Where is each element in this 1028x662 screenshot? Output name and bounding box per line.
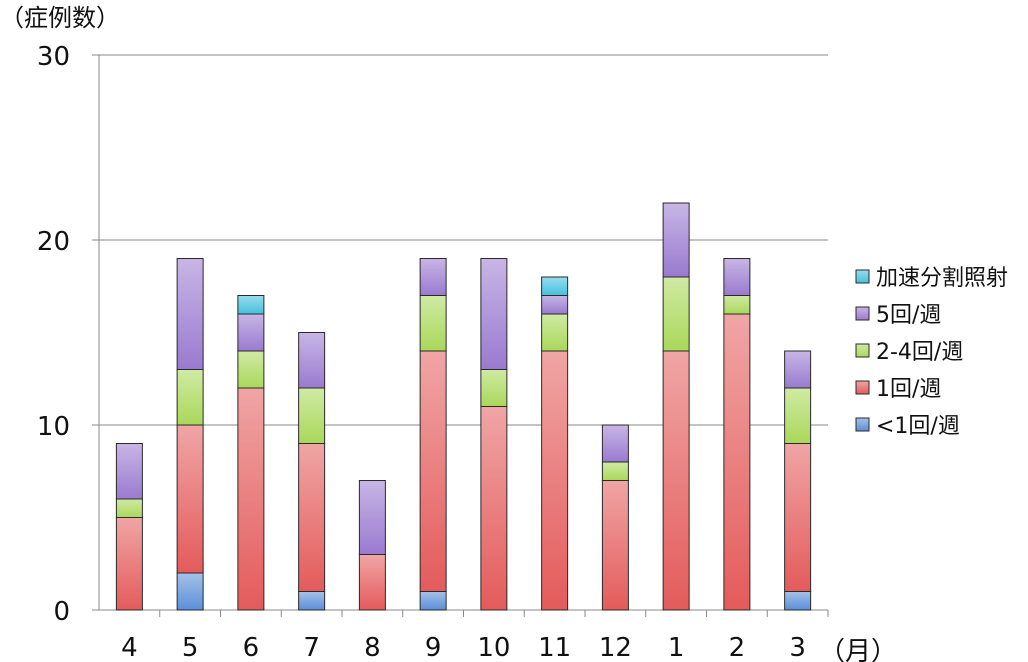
x-tick-label-9: 9: [425, 633, 442, 662]
bar-segment-10-2: [480, 369, 508, 407]
bar-segment-9-0: [419, 591, 447, 611]
legend-label-0: <1回/週: [876, 414, 960, 439]
bar-segment-8-1: [358, 554, 386, 611]
legend-swatch-0: [855, 417, 870, 432]
legend-swatch-1: [855, 380, 870, 395]
bar-layer: [115, 202, 812, 611]
x-tick-label-5: 5: [182, 633, 199, 662]
x-tick-label-1: 1: [668, 633, 685, 662]
bar-segment-12-1: [601, 480, 629, 611]
bar-segment-6-1: [237, 387, 265, 611]
grid-layer: [99, 54, 828, 611]
x-tick-label-3: 3: [789, 633, 806, 662]
bar-segment-12-2: [601, 461, 629, 481]
legend-label-4: 加速分割照射: [876, 266, 1008, 291]
y-tick-label-10: 10: [37, 412, 70, 442]
x-tick-label-12: 12: [599, 633, 632, 662]
bar-segment-10-3: [480, 258, 508, 370]
legend-item-0: <1回/週: [855, 414, 960, 439]
bar-segment-4-2: [115, 498, 143, 518]
bar-segment-3-2: [784, 387, 812, 444]
bar-segment-10-1: [480, 406, 508, 611]
bar-segment-9-1: [419, 350, 447, 592]
bar-segment-5-0: [176, 572, 204, 611]
x-tick-label-11: 11: [538, 633, 571, 662]
bar-segment-3-3: [784, 350, 812, 389]
legend-label-2: 2-4回/週: [876, 340, 963, 365]
bar-segment-5-3: [176, 258, 204, 370]
bar-segment-11-3: [541, 295, 569, 315]
legend-item-1: 1回/週: [855, 377, 941, 402]
bar-segment-6-2: [237, 350, 265, 389]
bar-segment-1-1: [662, 350, 690, 611]
bar-segment-6-4: [237, 295, 265, 315]
x-tick-label-2: 2: [729, 633, 746, 662]
bar-segment-7-1: [298, 443, 326, 592]
bar-segment-6-3: [237, 313, 265, 352]
bar-segment-7-3: [298, 332, 326, 389]
x-tick-label-6: 6: [243, 633, 260, 662]
bar-segment-11-4: [541, 276, 569, 296]
x-tick-label-8: 8: [364, 633, 381, 662]
bar-segment-9-2: [419, 295, 447, 352]
bar-segment-2-1: [723, 313, 751, 611]
bar-segment-3-0: [784, 591, 812, 611]
y-tick-label-20: 20: [37, 227, 70, 257]
bar-segment-12-3: [601, 424, 629, 463]
legend: 加速分割照射 5回/週 2-4回/週 1回/週 <1回/週: [855, 266, 1008, 439]
bar-segment-9-3: [419, 258, 447, 296]
bar-segment-11-1: [541, 350, 569, 611]
bar-segment-5-1: [176, 424, 204, 574]
bar-segment-8-3: [358, 480, 386, 555]
legend-swatch-2: [855, 343, 870, 358]
bar-segment-11-2: [541, 313, 569, 352]
y-tick-label-0: 0: [53, 597, 70, 627]
bar-segment-3-1: [784, 443, 812, 592]
legend-swatch-4: [855, 269, 870, 284]
legend-label-1: 1回/週: [876, 377, 941, 402]
legend-item-2: 2-4回/週: [855, 340, 963, 365]
bar-segment-5-2: [176, 369, 204, 426]
legend-item-3: 5回/週: [855, 303, 941, 328]
x-tick-label-4: 4: [121, 633, 138, 662]
y-axis-label: （症例数）: [0, 4, 120, 32]
bar-segment-4-3: [115, 443, 143, 500]
bar-segment-7-2: [298, 387, 326, 444]
legend-item-4: 加速分割照射: [855, 266, 1008, 291]
x-tick-label-7: 7: [303, 633, 320, 662]
bar-segment-2-3: [723, 258, 751, 296]
bar-segment-1-3: [662, 202, 690, 278]
axis-layer: [92, 54, 829, 617]
x-tick-label-10: 10: [477, 633, 510, 662]
bar-segment-4-1: [115, 517, 143, 611]
legend-label-3: 5回/週: [876, 303, 941, 328]
bar-segment-7-0: [298, 591, 326, 611]
bar-segment-2-2: [723, 295, 751, 315]
legend-swatch-3: [855, 306, 870, 321]
bar-segment-1-2: [662, 276, 690, 352]
y-tick-label-30: 30: [37, 42, 70, 72]
x-axis-label: （月）: [819, 637, 897, 662]
